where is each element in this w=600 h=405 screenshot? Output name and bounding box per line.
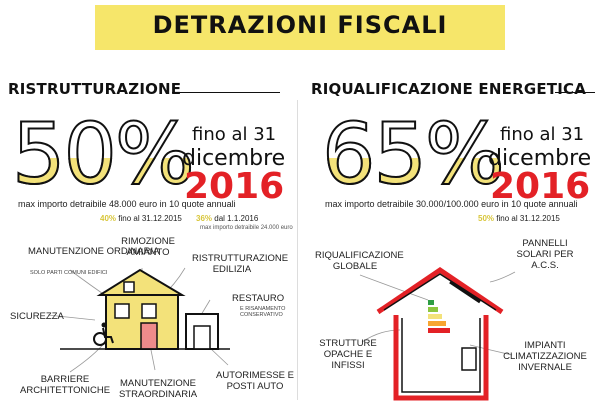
left-month: dicembre <box>182 146 286 171</box>
right-title-rule <box>555 92 595 93</box>
right-deadline: fino al 31 <box>500 124 585 145</box>
label-rimozione-amianto: RIMOZIONE AMIANTO <box>121 236 175 258</box>
right-rate-pct: 50% <box>478 214 495 223</box>
left-deadline: fino al 31 <box>192 124 277 145</box>
label-manutenzione-straordinaria: MANUTENZIONE STRAORDINARIA <box>118 378 198 400</box>
right-big-percent: 65% <box>321 105 506 203</box>
left-rate1-pct: 40% <box>100 214 117 223</box>
label-pannelli-solari: PANNELLI SOLARI PER A.C.S. <box>516 238 574 271</box>
house-shape <box>96 268 186 350</box>
page-title: DETRAZIONI FISCALI <box>152 11 448 39</box>
right-year: 2016 <box>490 166 591 207</box>
right-percent-fill-text: 65% <box>322 158 532 196</box>
right-month: dicembre <box>488 146 592 171</box>
left-rate2: 36% dal 1.1.2016 <box>196 214 258 223</box>
right-max-text: max importo detraibile 30.000/100.000 eu… <box>325 199 578 209</box>
label-manutenzione-ordinaria: MANUTENZIONE ORDINARIA <box>28 246 160 257</box>
label-manutenzione-ordinaria-sub: SOLO PARTI COMUNI EDIFICI <box>30 270 108 276</box>
left-rate2-text: dal 1.1.2016 <box>214 214 259 223</box>
left-big-percent: 50% <box>11 105 196 203</box>
garage-shape <box>185 313 219 350</box>
left-year: 2016 <box>184 166 285 207</box>
energy-rating-bars-icon <box>428 300 450 333</box>
right-rate: 50% fino al 31.12.2015 <box>478 214 560 223</box>
right-section-title: RIQUALIFICAZIONE ENERGETICA <box>311 80 587 98</box>
label-ristrutturazione-edilizia: RISTRUTTURAZIONE EDILIZIA <box>192 253 289 275</box>
label-restauro-sub: E RISANAMENTO CONSERVATIVO <box>240 306 286 318</box>
right-house-illustration <box>359 266 516 401</box>
label-riqualificazione-globale: RIQUALIFICAZIONE GLOBALE <box>315 250 404 272</box>
left-max-text: max importo detraibile 48.000 euro in 10… <box>18 199 236 209</box>
label-sicurezza: SICUREZZA <box>10 311 64 322</box>
left-percent-fill: 50% <box>12 158 222 196</box>
house-outline <box>376 266 504 401</box>
center-divider <box>297 100 298 400</box>
left-section-title: RISTRUTTURAZIONE <box>8 80 182 98</box>
label-restauro: RESTAURO <box>232 293 285 304</box>
left-rate2-sub: max importo detraibile 24.000 euro <box>200 225 293 231</box>
wheelchair-icon <box>93 322 114 346</box>
left-rate1-text: fino al 31.12.2015 <box>118 214 182 223</box>
solar-panel-icon <box>449 280 481 304</box>
left-rate1: 40% fino al 31.12.2015 <box>100 214 182 223</box>
label-autorimesse: AUTORIMESSE E POSTI AUTO <box>216 370 294 392</box>
left-house-illustration <box>47 267 230 373</box>
right-rate-text: fino al 31.12.2015 <box>496 214 560 223</box>
left-title-rule <box>172 92 280 93</box>
label-strutture-opache: STRUTTURE OPACHE E INFISSI <box>319 338 377 371</box>
left-rate2-pct: 36% <box>196 214 213 223</box>
right-percent-fill: 65% <box>322 158 532 196</box>
left-percent-fill-text: 50% <box>12 158 222 196</box>
label-impianti: IMPIANTI CLIMATIZZAZIONE INVERNALE <box>503 340 587 373</box>
radiator-icon <box>461 347 477 371</box>
label-barriere-architettoniche: BARRIERE ARCHITETTONICHE <box>20 374 111 396</box>
title-banner <box>95 5 505 50</box>
